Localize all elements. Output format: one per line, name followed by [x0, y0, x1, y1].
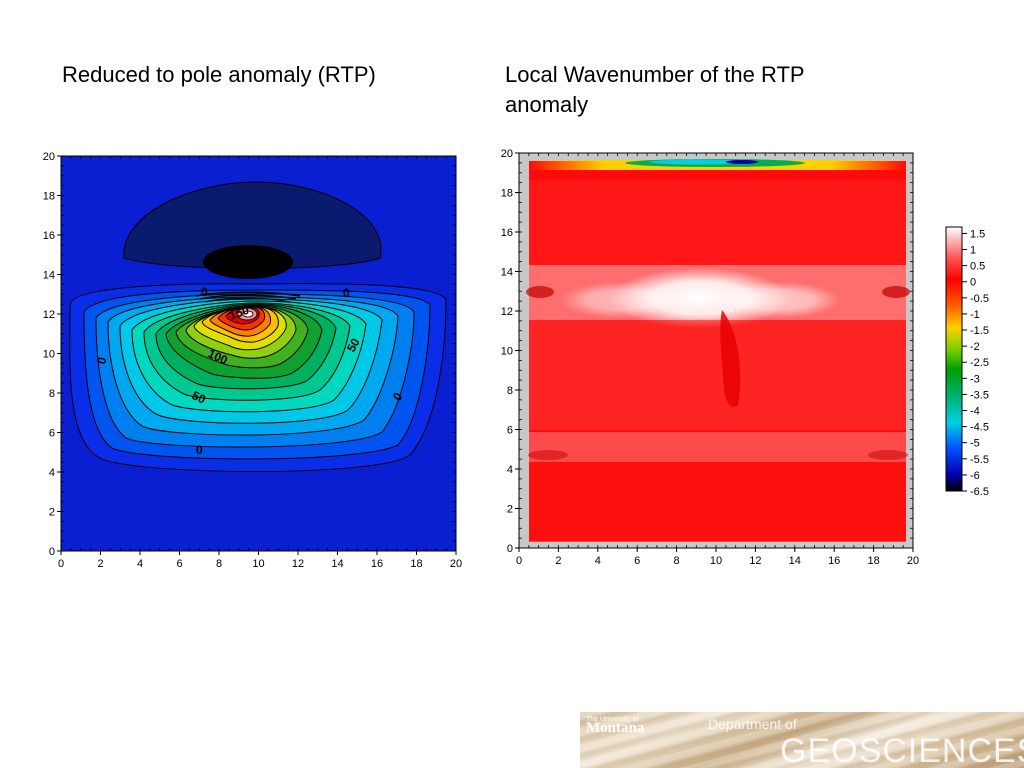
x-tick-label: 8 — [216, 558, 222, 570]
x-tick-label: 8 — [674, 555, 680, 567]
contour-label: 50 — [344, 336, 363, 355]
x-tick-label: 10 — [710, 555, 722, 567]
y-tick-label: 14 — [43, 270, 55, 282]
colorbar-tick-label: -4 — [970, 406, 980, 418]
rtp-anomaly-chart: 0 0 0 0 0 50 50 100 150 0 2 4 6 8 10 12 14 16 18 2… — [43, 151, 462, 570]
x-tick-label: 2 — [97, 558, 103, 570]
x-tick-label: 14 — [789, 555, 801, 567]
colorbar-ticks: 1.5 1 0.5 0 -0.5 -1 -1.5 -2 -2.5 -3 -3.5 -4 -4.5 -5 -5… — [962, 228, 989, 498]
x-tick-label: 14 — [331, 558, 343, 570]
y-tick-label: 10 — [501, 346, 513, 358]
x-tick-label: 6 — [176, 558, 182, 570]
colorbar-tick-label: -6 — [970, 470, 980, 482]
y-tick-label: 2 — [49, 507, 55, 519]
contour-label: 50 — [190, 388, 208, 406]
footer-department: Department of — [708, 716, 797, 732]
y-tick-label: 20 — [43, 151, 55, 163]
colorbar-tick-label: -1.5 — [970, 325, 989, 337]
x-tick-label: 20 — [450, 558, 462, 570]
rtp-contours — [69, 181, 447, 472]
x-tick-label: 4 — [137, 558, 143, 570]
wavenumber-field — [526, 159, 910, 542]
y-tick-label: 0 — [49, 546, 55, 558]
x-tick-label: 18 — [867, 555, 879, 567]
x-tick-label: 0 — [58, 558, 64, 570]
footer-geosciences: GEOSCIENCES — [780, 732, 1024, 768]
x-tick-label: 4 — [595, 555, 601, 567]
colorbar-tick-label: -5 — [970, 438, 980, 450]
x-tick-label: 16 — [828, 555, 840, 567]
colorbar-tick-label: -4.5 — [970, 422, 989, 434]
y-tick-label: 6 — [49, 428, 55, 440]
x-tick-label: 10 — [252, 558, 264, 570]
y-tick-label: 14 — [501, 267, 513, 279]
wavenumber-axes: 0 2 4 6 8 10 12 14 16 18 20 0 2 4 6 8 10 12 14 16 18 20 — [501, 148, 919, 567]
footer-university: Montana — [586, 720, 645, 736]
colorbar-tick-label: 1.5 — [970, 228, 985, 240]
y-tick-label: 12 — [43, 309, 55, 321]
x-tick-label: 12 — [749, 555, 761, 567]
colorbar-tick-label: -5.5 — [970, 454, 989, 466]
colorbar-tick-label: -0.5 — [970, 293, 989, 305]
y-tick-label: 4 — [507, 464, 513, 476]
montana-geosciences-logo: The University of Montana Department of … — [580, 712, 1024, 768]
y-tick-label: 18 — [43, 191, 55, 203]
contour-label: 0 — [196, 443, 203, 457]
x-tick-label: 12 — [292, 558, 304, 570]
x-tick-label: 20 — [907, 555, 919, 567]
colorbar-tick-label: 0.5 — [970, 261, 985, 273]
x-tick-label: 6 — [634, 555, 640, 567]
colorbar-tick-label: -3.5 — [970, 389, 989, 401]
colorbar — [945, 226, 963, 492]
x-tick-label: 2 — [555, 555, 561, 567]
y-tick-label: 6 — [507, 425, 513, 437]
rtp-axes: 0 2 4 6 8 10 12 14 16 18 20 0 2 4 6 8 10 12 14 16 18 20 — [43, 151, 462, 570]
contour-label: 0 — [94, 355, 109, 365]
y-tick-label: 8 — [49, 388, 55, 400]
y-tick-label: 16 — [43, 230, 55, 242]
y-tick-label: 20 — [501, 148, 513, 160]
colorbar-tick-label: -3 — [970, 373, 980, 385]
colorbar-tick-label: -2 — [970, 341, 980, 353]
colorbar-tick-label: -1 — [970, 309, 980, 321]
colorbar-tick-label: -2.5 — [970, 357, 989, 369]
colorbar-tick-label: 0 — [970, 277, 976, 289]
right-chart-title: Local Wavenumber of the RTP anomaly — [505, 62, 805, 117]
contour-label: 0 — [201, 285, 208, 299]
y-tick-label: 10 — [43, 349, 55, 361]
contour-label: 150 — [227, 303, 251, 323]
footer-university-small: The University of — [586, 716, 639, 723]
colorbar-tick-label: 1 — [970, 245, 976, 257]
x-tick-label: 0 — [516, 555, 522, 567]
y-tick-label: 2 — [507, 504, 513, 516]
x-tick-label: 18 — [410, 558, 422, 570]
y-tick-label: 4 — [49, 467, 55, 479]
left-chart-title: Reduced to pole anomaly (RTP) — [62, 62, 376, 87]
contour-label: 0 — [343, 286, 350, 300]
y-tick-label: 0 — [507, 543, 513, 555]
colorbar-tick-label: -6.5 — [970, 486, 989, 498]
y-tick-label: 12 — [501, 306, 513, 318]
y-tick-label: 8 — [507, 385, 513, 397]
y-tick-label: 16 — [501, 227, 513, 239]
y-tick-label: 18 — [501, 188, 513, 200]
x-tick-label: 16 — [371, 558, 383, 570]
